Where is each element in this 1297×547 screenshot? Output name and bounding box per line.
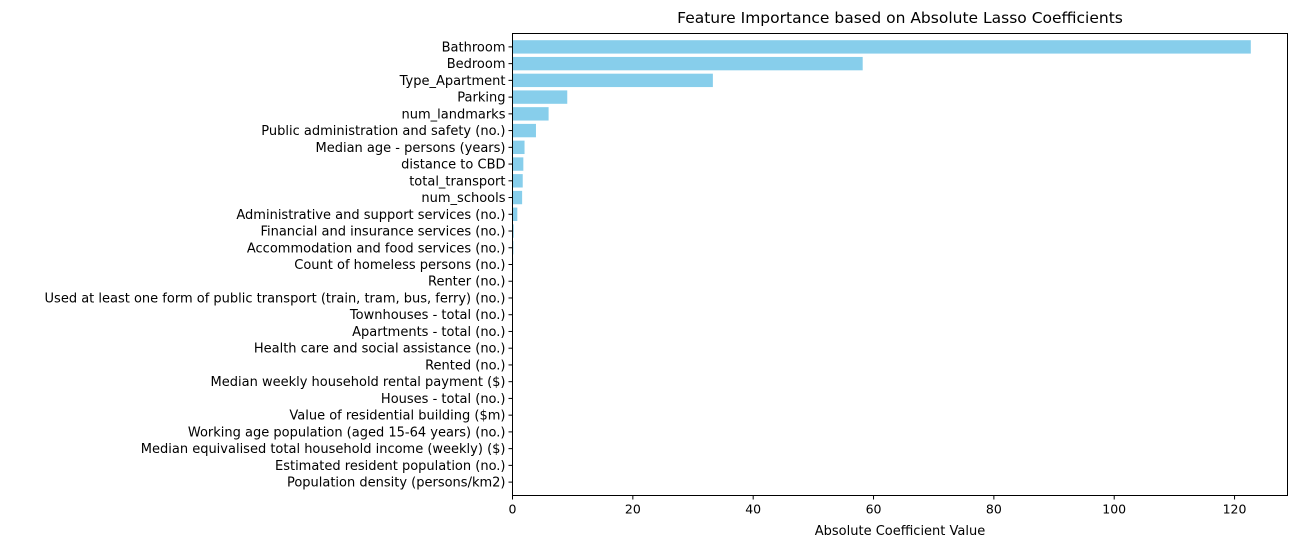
category-label: Rented (no.) <box>425 358 505 373</box>
category-label: Used at least one form of public transpo… <box>45 291 506 306</box>
category-label: Renter (no.) <box>428 275 506 290</box>
x-tick-label: 120 <box>1223 502 1247 517</box>
bar <box>512 56 863 71</box>
x-axis-label: Absolute Coefficient Value <box>815 524 985 539</box>
category-label: Parking <box>457 91 505 106</box>
category-label: num_landmarks <box>402 107 506 122</box>
category-label: Median equivalised total household incom… <box>141 442 506 457</box>
category-label: distance to CBD <box>401 158 505 173</box>
category-label: Accommodation and food services (no.) <box>247 241 506 256</box>
category-label: Townhouses - total (no.) <box>349 308 506 323</box>
bar <box>512 140 525 155</box>
bar <box>512 40 1251 54</box>
category-label: Administrative and support services (no.… <box>236 208 505 223</box>
bar <box>512 157 524 171</box>
x-tick-label: 40 <box>745 502 761 517</box>
x-tick-label: 0 <box>509 502 517 517</box>
category-label: Population density (persons/km2) <box>287 476 506 491</box>
bar <box>512 73 713 88</box>
bar <box>512 90 568 104</box>
x-tick-label: 20 <box>625 502 641 517</box>
x-tick-label: 80 <box>986 502 1002 517</box>
category-label: Median weekly household rental payment (… <box>211 375 506 390</box>
category-labels: BathroomBedroomType_ApartmentParkingnum_… <box>45 40 513 491</box>
bar <box>512 123 536 138</box>
category-label: Public administration and safety (no.) <box>261 124 505 139</box>
category-label: Type_Apartment <box>399 74 506 89</box>
x-tick-label: 100 <box>1102 502 1126 517</box>
category-label: Value of residential building ($m) <box>289 409 505 424</box>
bar <box>512 174 523 188</box>
x-tick-label: 60 <box>866 502 882 517</box>
category-label: Houses - total (no.) <box>381 392 506 407</box>
category-label: num_schools <box>421 191 505 206</box>
category-label: Estimated resident population (no.) <box>275 459 506 474</box>
category-label: Working age population (aged 15-64 years… <box>188 425 506 440</box>
category-label: Health care and social assistance (no.) <box>254 342 506 357</box>
category-label: Bedroom <box>447 57 506 72</box>
category-label: Median age - persons (years) <box>316 141 506 156</box>
category-label: Financial and insurance services (no.) <box>260 225 505 240</box>
category-label: Apartments - total (no.) <box>352 325 505 340</box>
x-axis-ticks: 0 20 40 60 80 100 120 <box>509 495 1247 517</box>
bar <box>512 207 518 221</box>
bar <box>512 107 549 121</box>
category-label: Count of homeless persons (no.) <box>294 258 505 273</box>
bar <box>512 224 514 238</box>
bar <box>512 190 523 205</box>
category-label: Bathroom <box>442 40 506 55</box>
category-label: total_transport <box>409 174 505 189</box>
chart-title: Feature Importance based on Absolute Las… <box>677 9 1123 27</box>
plot-frame <box>512 33 1288 496</box>
bars-group <box>512 40 1251 489</box>
